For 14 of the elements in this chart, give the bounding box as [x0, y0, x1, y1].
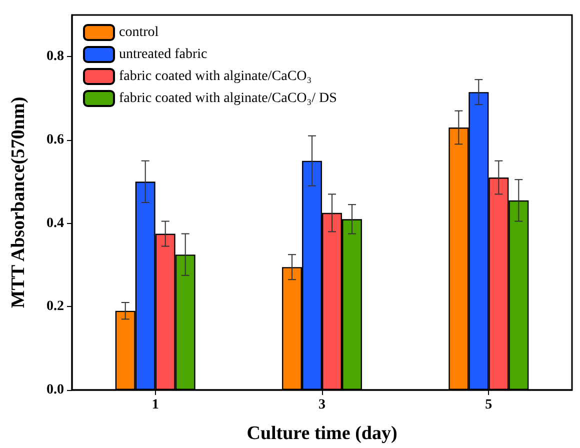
y-tick-label: 0.0: [46, 382, 64, 398]
y-tick-label: 0.4: [46, 216, 64, 231]
y-axis-title: MTT Absorbance(570nm): [8, 96, 29, 308]
x-axis-title: Culture time (day): [246, 423, 398, 444]
legend-label: fabric coated with alginate/CaCO₃: [119, 69, 312, 84]
y-tick-label: 0.8: [46, 49, 64, 64]
y-tick-label: 0.6: [46, 132, 64, 148]
legend-label: control: [119, 25, 159, 40]
legend-label: untreated fabric: [119, 47, 208, 62]
x-tick-label: 5: [485, 398, 492, 412]
x-tick-label: 1: [152, 398, 159, 412]
x-tick-label: 3: [318, 398, 326, 412]
legend-label: fabric coated with alginate/CaCO₃/ DS: [119, 91, 337, 106]
y-tick-label: 0.2: [46, 299, 64, 314]
